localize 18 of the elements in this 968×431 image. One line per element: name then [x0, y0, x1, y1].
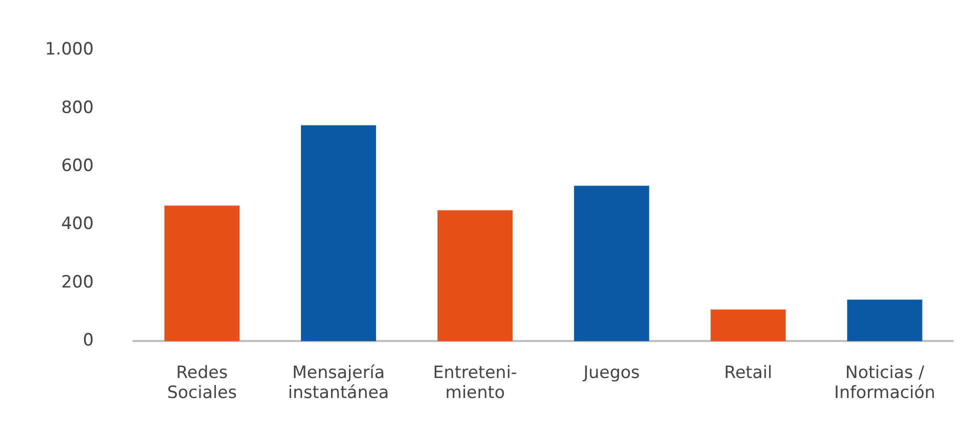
- bar: [438, 210, 513, 342]
- bar: [164, 206, 240, 342]
- bar: [710, 309, 786, 342]
- x-tick-label: Redes Sociales: [167, 362, 237, 404]
- y-tick-label: 0: [82, 330, 94, 351]
- x-tick-label: Juegos: [582, 362, 640, 383]
- x-tick-label: Retail: [724, 362, 772, 383]
- y-tick-label: 400: [61, 214, 94, 234]
- y-tick-label: 1.000: [44, 40, 94, 60]
- x-tick-label: Entreteni- miento: [433, 362, 518, 404]
- bar: [847, 300, 922, 342]
- bar: [300, 125, 376, 342]
- y-tick-label: 200: [61, 272, 94, 292]
- y-tick-label: 800: [61, 98, 94, 118]
- bar: [574, 186, 650, 342]
- x-tick-label: Mensajería instantánea: [288, 362, 389, 404]
- x-tick-label: Noticias / Información: [834, 362, 936, 404]
- y-tick-label: 600: [61, 156, 94, 176]
